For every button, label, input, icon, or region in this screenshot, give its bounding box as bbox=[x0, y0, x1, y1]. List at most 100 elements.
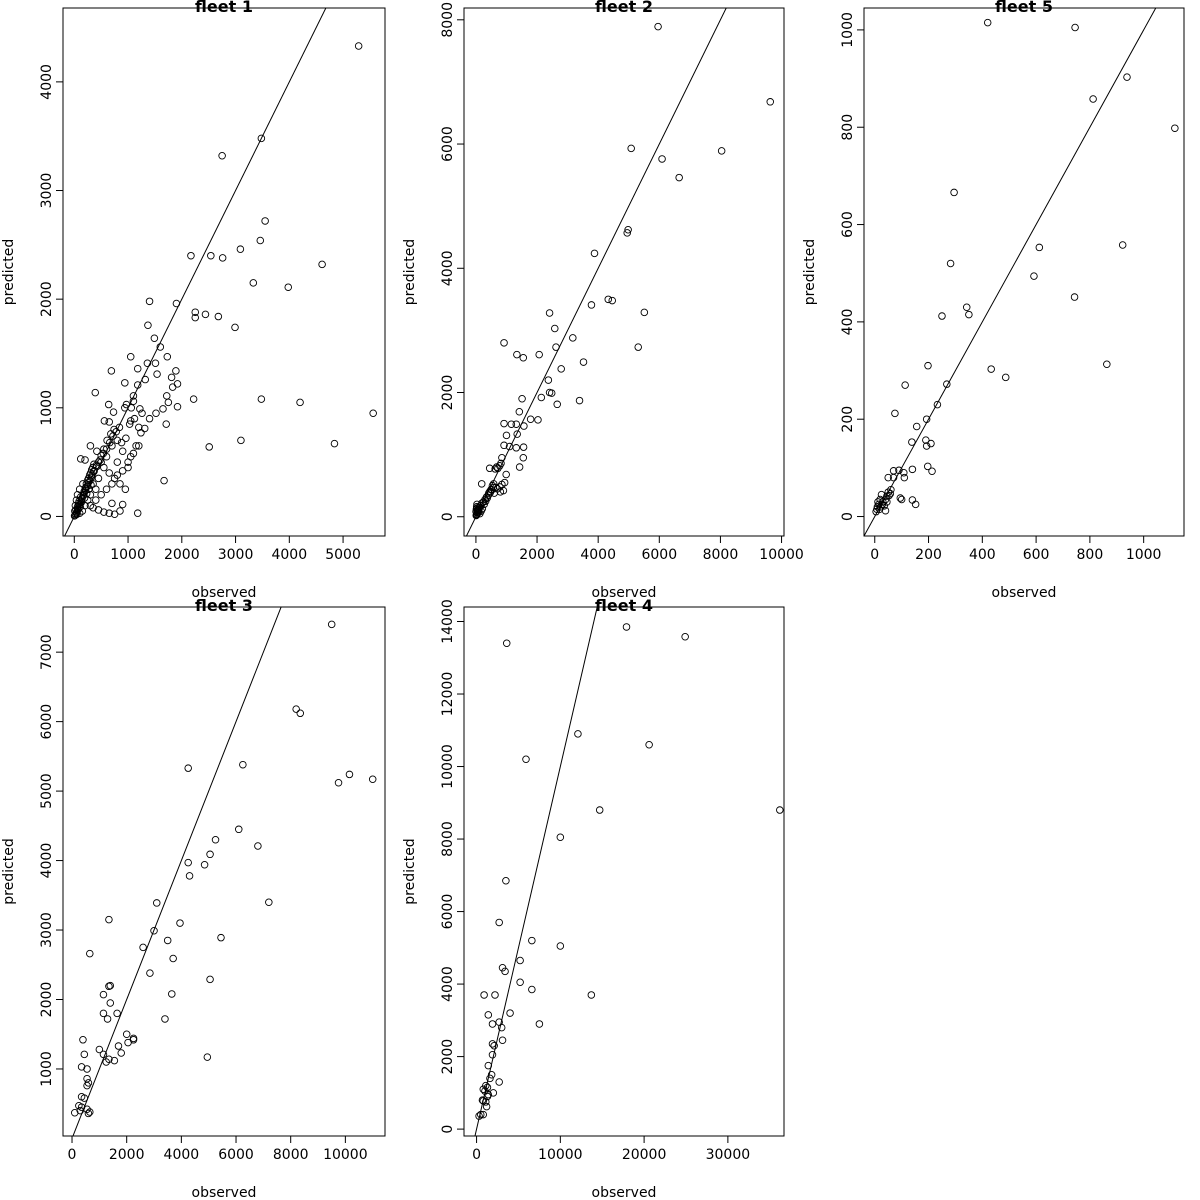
data-point bbox=[265, 898, 273, 906]
data-point bbox=[122, 434, 130, 442]
data-point bbox=[107, 367, 116, 375]
data-point bbox=[99, 1050, 108, 1059]
x-axis-label: observed bbox=[592, 1185, 657, 1200]
x-tick-label: 1000 bbox=[110, 547, 146, 563]
data-point bbox=[587, 301, 596, 309]
data-point bbox=[640, 308, 649, 317]
points-group bbox=[71, 620, 377, 1118]
data-point bbox=[172, 367, 180, 375]
x-tick-label: 2000 bbox=[109, 1147, 145, 1163]
data-point bbox=[553, 400, 561, 409]
data-point bbox=[962, 303, 971, 312]
data-point bbox=[118, 467, 127, 475]
data-point bbox=[488, 1020, 497, 1028]
data-point bbox=[96, 456, 104, 464]
y-tick-label: 200 bbox=[840, 406, 856, 433]
plot-frame bbox=[62, 7, 386, 537]
x-tick-label: 8000 bbox=[703, 547, 739, 563]
data-point bbox=[1089, 95, 1097, 103]
points-group bbox=[472, 22, 774, 520]
data-point bbox=[522, 755, 530, 764]
data-point bbox=[249, 279, 258, 287]
data-point bbox=[191, 308, 199, 316]
data-point bbox=[526, 415, 535, 423]
data-point bbox=[318, 260, 326, 269]
data-point bbox=[519, 443, 528, 451]
data-point bbox=[535, 350, 543, 359]
data-point bbox=[901, 381, 909, 389]
data-point bbox=[206, 975, 214, 984]
data-point bbox=[90, 460, 98, 469]
data-point bbox=[138, 409, 146, 417]
data-point bbox=[911, 500, 920, 509]
y-axis-label: predicted bbox=[402, 239, 418, 305]
x-tick-label: 200 bbox=[915, 547, 942, 563]
data-point bbox=[513, 430, 521, 438]
data-point bbox=[500, 339, 508, 347]
data-point bbox=[482, 1102, 491, 1111]
data-point bbox=[162, 420, 170, 428]
data-point bbox=[883, 498, 891, 506]
data-point bbox=[116, 480, 124, 488]
x-tick-label: 600 bbox=[1023, 547, 1050, 563]
data-point bbox=[489, 483, 498, 492]
data-point bbox=[203, 1053, 212, 1061]
data-point bbox=[1123, 73, 1131, 81]
data-point bbox=[516, 956, 524, 965]
data-point bbox=[924, 361, 932, 370]
data-point bbox=[122, 1030, 131, 1038]
data-point bbox=[624, 226, 632, 234]
data-point bbox=[1071, 23, 1079, 32]
data-point bbox=[136, 405, 144, 413]
data-point bbox=[206, 850, 214, 859]
data-point bbox=[161, 1015, 169, 1023]
data-point bbox=[987, 365, 995, 373]
x-tick-label: 20000 bbox=[622, 1147, 667, 1163]
reference-line bbox=[72, 607, 282, 1136]
y-tick-label: 4000 bbox=[39, 64, 55, 100]
data-point bbox=[498, 453, 506, 462]
data-point bbox=[983, 18, 992, 27]
data-point bbox=[587, 991, 596, 999]
y-tick-label: 4000 bbox=[39, 843, 55, 879]
data-point bbox=[113, 471, 122, 479]
panel-fleet-4: 0 10000 20000 30000 0 2000 4000 6000 8000 10000 12… bbox=[402, 596, 785, 1200]
data-point bbox=[284, 283, 292, 291]
data-point bbox=[876, 503, 885, 511]
data-point bbox=[488, 1040, 497, 1048]
data-point bbox=[545, 309, 554, 317]
data-point bbox=[151, 359, 160, 368]
data-point bbox=[106, 999, 115, 1007]
data-point bbox=[938, 312, 946, 320]
data-point bbox=[106, 981, 115, 990]
data-point bbox=[473, 500, 481, 509]
x-tick-label: 10000 bbox=[323, 1147, 368, 1163]
data-point bbox=[884, 488, 892, 496]
y-tick-label: 0 bbox=[840, 512, 856, 521]
data-point bbox=[547, 389, 556, 397]
data-point bbox=[634, 343, 642, 351]
y-tick-label: 2000 bbox=[39, 281, 55, 317]
data-point bbox=[480, 991, 488, 999]
data-point bbox=[144, 321, 152, 329]
data-point bbox=[261, 217, 269, 225]
data-point bbox=[496, 488, 505, 496]
reference-line bbox=[474, 607, 598, 1136]
data-point bbox=[492, 463, 501, 471]
data-point bbox=[92, 496, 100, 504]
x-tick-label: 3000 bbox=[218, 547, 254, 563]
data-point bbox=[184, 764, 192, 772]
data-point bbox=[327, 620, 336, 629]
y-tick-label: 4000 bbox=[440, 250, 456, 286]
data-point bbox=[487, 1070, 496, 1079]
data-point bbox=[108, 499, 116, 508]
x-tick-label: 0 bbox=[70, 547, 79, 563]
data-point bbox=[71, 1108, 79, 1117]
data-point bbox=[133, 509, 142, 517]
data-point bbox=[110, 510, 119, 519]
data-point bbox=[881, 506, 890, 515]
data-point bbox=[515, 463, 524, 471]
data-point bbox=[105, 915, 113, 924]
x-tick-label: 2000 bbox=[164, 547, 200, 563]
y-tick-label: 1000 bbox=[39, 1051, 55, 1087]
